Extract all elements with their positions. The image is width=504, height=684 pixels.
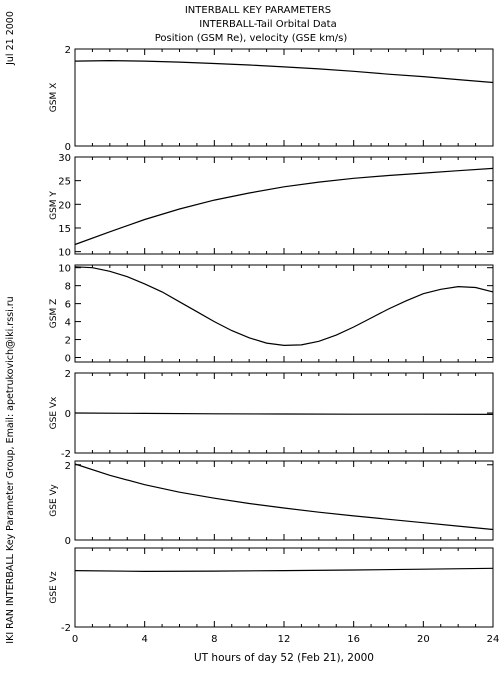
y-axis-label: GSE Vz [49, 571, 59, 603]
y-tick-label: 0 [65, 536, 71, 547]
panel-frame [74, 460, 494, 541]
panel-frame [74, 547, 494, 628]
y-tick-label: 10 [58, 264, 71, 275]
title-line-3: Position (GSM Re), velocity (GSE km/s) [155, 33, 348, 44]
series-line-gse-vz [74, 567, 494, 573]
x-tick-label: 4 [141, 634, 147, 645]
y-axis-label: GSM Z [49, 299, 59, 328]
series-line-gsm-x [74, 59, 494, 84]
y-tick-label: 20 [58, 200, 71, 211]
y-tick-label: -2 [61, 449, 71, 460]
x-tick-label: 16 [347, 634, 360, 645]
y-tick-label: 0 [65, 354, 71, 365]
credit-label: IKI RAN INTERBALL Key Parameter Group, E… [5, 296, 16, 643]
y-axis-label: GSE Vy [49, 484, 59, 517]
date-label: Jul 21 2000 [5, 11, 16, 66]
y-tick-label: 2 [65, 369, 71, 380]
panel-frame [74, 264, 494, 363]
y-axis-label: GSE Vx [49, 396, 59, 429]
y-tick-label: 2 [65, 461, 71, 472]
panel-gse-vy: 0 2 GSE Vy [49, 460, 494, 547]
y-tick-label: 4 [65, 318, 71, 329]
y-tick-label: 2 [65, 45, 71, 56]
y-tick-label: -2 [61, 623, 71, 634]
x-tick-label: 0 [72, 634, 78, 645]
y-axis-label: GSM Y [49, 191, 59, 220]
y-tick-label: 8 [65, 282, 71, 293]
x-tick-label: 20 [417, 634, 430, 645]
series-line-gsm-y [74, 167, 494, 246]
x-axis-label: UT hours of day 52 (Feb 21), 2000 [194, 652, 374, 664]
y-tick-label: 15 [58, 224, 71, 235]
series-line-gse-vy [74, 463, 494, 531]
y-tick-label: 2 [65, 336, 71, 347]
y-tick-label: 25 [58, 177, 71, 188]
y-tick-label: 0 [65, 409, 71, 420]
panel-frame [74, 48, 494, 147]
y-axis-label: GSM X [49, 83, 59, 112]
x-tick-label: 24 [487, 634, 500, 645]
y-tick-label: 0 [65, 142, 71, 153]
y-tick-label: 10 [58, 248, 71, 259]
panel-gsm-x: 0 2 GSM X [49, 45, 494, 153]
title-line-1: INTERBALL KEY PARAMETERS [185, 5, 331, 16]
title-line-2: INTERBALL-Tail Orbital Data [199, 19, 336, 30]
x-tick-label: 8 [211, 634, 217, 645]
x-tick-label: 12 [278, 634, 291, 645]
y-tick-label: 30 [58, 153, 71, 164]
y-tick-label: 6 [65, 300, 71, 311]
panel-gse-vz: -2 GSE Vz 0 4 8 12 16 20 24 [49, 547, 500, 645]
panel-gse-vx: -2 0 2 GSE Vx [49, 369, 494, 460]
panel-gsm-y: 10 15 20 25 30 GSM Y [49, 153, 494, 259]
series-line-gsm-z [74, 266, 494, 347]
panel-gsm-z: 0 2 4 6 8 10 GSM Z [49, 264, 494, 365]
series-line-gse-vx [74, 412, 494, 415]
panel-frame [74, 156, 494, 255]
